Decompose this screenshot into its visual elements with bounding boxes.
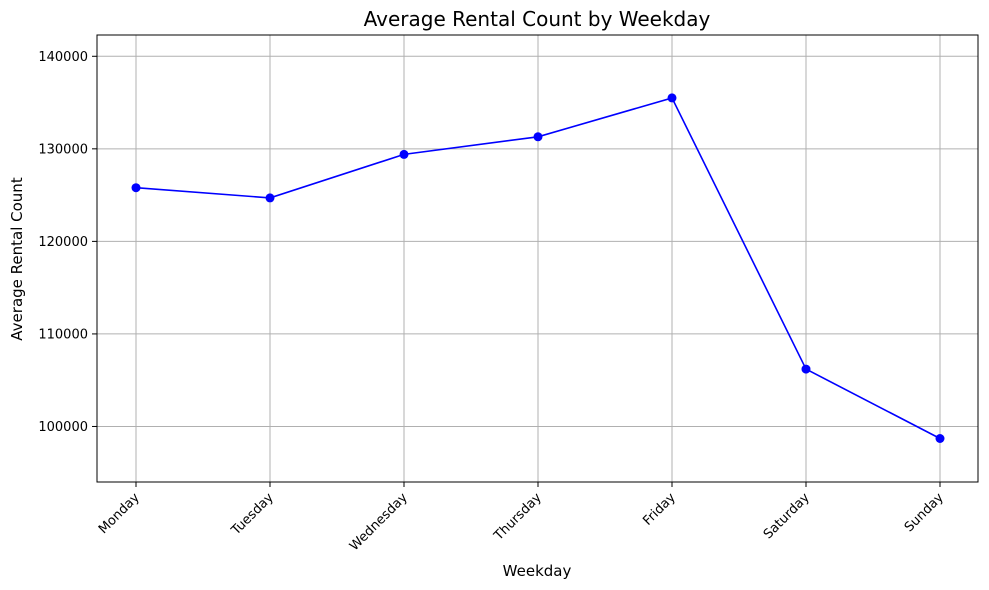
data-point <box>131 183 141 193</box>
x-tick-label: Sunday <box>902 490 947 535</box>
y-tick-label: 100000 <box>38 420 88 435</box>
data-point <box>533 132 543 142</box>
y-axis-ticks: 100000 110000 120000 130000 140000 <box>38 50 97 435</box>
data-point <box>399 149 409 159</box>
x-axis-ticks: Monday Tuesday Wednesday Thursday Friday Satu… <box>96 482 947 554</box>
y-tick-label: 120000 <box>38 235 88 250</box>
y-tick-label: 140000 <box>38 50 88 65</box>
chart-title: Average Rental Count by Weekday <box>364 7 711 31</box>
x-tick-label: Saturday <box>761 490 813 542</box>
x-tick-label: Friday <box>640 490 679 529</box>
x-tick-label: Wednesday <box>347 490 411 554</box>
data-point <box>667 93 677 103</box>
data-point <box>801 364 811 374</box>
data-point <box>265 193 275 203</box>
grid-lines <box>97 35 978 482</box>
y-tick-label: 110000 <box>38 327 88 342</box>
x-tick-label: Monday <box>96 490 143 537</box>
y-axis-label: Average Rental Count <box>8 177 26 341</box>
x-tick-label: Tuesday <box>228 490 277 539</box>
y-tick-label: 130000 <box>38 142 88 157</box>
x-axis-label: Weekday <box>503 562 572 580</box>
x-tick-label: Thursday <box>491 490 545 544</box>
data-point <box>935 434 945 444</box>
series-layer <box>131 93 945 444</box>
